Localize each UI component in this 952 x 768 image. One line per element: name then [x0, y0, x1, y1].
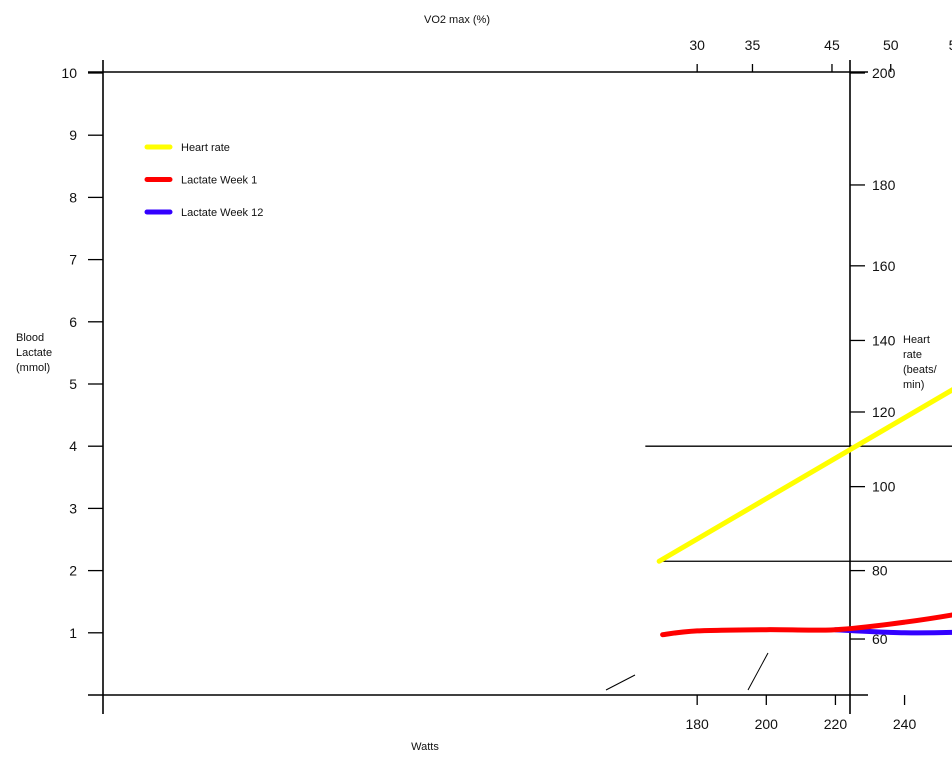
- left-tick-label: 6: [69, 314, 77, 330]
- max-power-pointer: [747, 652, 769, 691]
- bottom-tick-label: 200: [755, 716, 779, 732]
- right-tick-label: 200: [872, 65, 896, 81]
- legend-label: Heart rate: [181, 142, 230, 154]
- top-tick-label: 35: [745, 37, 761, 53]
- right-tick-label: 60: [872, 631, 888, 647]
- legend-label: Lactate Week 12: [181, 207, 263, 219]
- x-axis-title: Watts: [411, 741, 439, 753]
- left-tick-label: 9: [69, 127, 77, 143]
- right-tick-label: 140: [872, 332, 896, 348]
- right-tick-label: 80: [872, 563, 888, 579]
- series-lactate-week-12: [832, 627, 952, 636]
- top-tick-label: 55: [949, 37, 952, 53]
- y-axis-title-line: Blood: [16, 332, 44, 344]
- top-tick-label: 30: [689, 37, 705, 53]
- top-tick-label: 45: [824, 37, 840, 53]
- y-axis-title-line: Lactate: [16, 347, 52, 359]
- left-tick-label: 5: [69, 376, 77, 392]
- right-tick-label: 120: [872, 404, 896, 420]
- reference-lines: [645, 445, 952, 562]
- top-axis-title: VO2 max (%): [424, 14, 490, 26]
- bottom-tick-label: 180: [685, 716, 709, 732]
- y2-axis-title-line: Heart: [903, 334, 930, 346]
- y2-axis-title-line: (beats/: [903, 364, 938, 376]
- legend-label: Lactate Week 1: [181, 175, 257, 187]
- bottom-tick-label: 240: [893, 716, 917, 732]
- y2-axis-title-line: min): [903, 379, 924, 391]
- bottom-tick-label: 220: [824, 716, 848, 732]
- left-tick-label: 4: [69, 438, 77, 454]
- left-tick-label: 1: [69, 625, 77, 641]
- axes: 180200220240280300320340360380400Watts30…: [16, 14, 952, 753]
- y-axis-title-line: (mmol): [16, 362, 50, 374]
- left-tick-label: 8: [69, 189, 77, 205]
- y2-axis-title-line: rate: [903, 349, 922, 361]
- annotations: Maximum heart rate (HRmax)Heart rate at …: [605, 652, 769, 691]
- data-series: [656, 387, 952, 638]
- at-power-pointer: [605, 674, 636, 691]
- right-tick-label: 160: [872, 258, 896, 274]
- series-heart-rate: [656, 387, 952, 564]
- top-tick-label: 50: [883, 37, 899, 53]
- left-tick-label: 3: [69, 500, 77, 516]
- left-tick-label: 2: [69, 563, 77, 579]
- right-tick-label: 100: [872, 479, 896, 495]
- series-lactate-week-1: [660, 612, 952, 638]
- left-tick-label: 10: [61, 65, 77, 81]
- legend: Heart rate Lactate Week 1 Lactate Week 12: [144, 142, 263, 219]
- left-tick-label: 7: [69, 252, 77, 268]
- right-tick-label: 180: [872, 177, 896, 193]
